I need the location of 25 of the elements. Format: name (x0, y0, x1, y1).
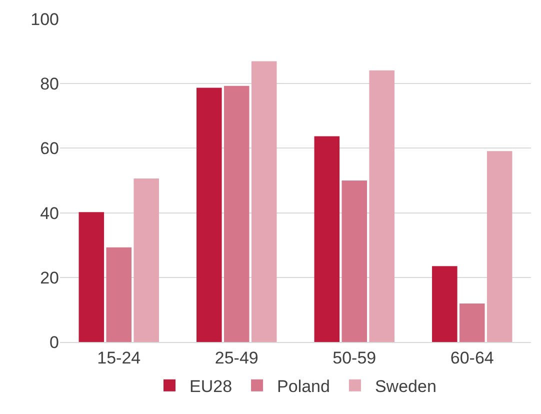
bar (78, 212, 104, 342)
bar (224, 86, 250, 342)
y-tick-label: 20 (40, 268, 59, 288)
y-tick-label: 100 (30, 10, 59, 29)
legend-label: Poland (277, 377, 330, 396)
bar (459, 304, 485, 342)
bar (432, 266, 458, 342)
bar (196, 88, 222, 342)
bar (342, 180, 368, 342)
bar (106, 247, 132, 342)
y-tick-label: 80 (40, 74, 59, 94)
bar (314, 136, 340, 342)
y-tick-label: 0 (50, 332, 59, 352)
bar (486, 151, 512, 342)
x-tick-label: 15-24 (97, 348, 141, 368)
bar (134, 178, 159, 342)
legend-label: EU28 (190, 377, 232, 396)
y-tick-label: 60 (40, 139, 59, 158)
x-tick-label: 25-49 (214, 348, 258, 368)
bar (251, 61, 277, 342)
y-tick-label: 40 (40, 204, 59, 223)
x-tick-label: 60-64 (450, 348, 494, 368)
bar (369, 70, 394, 342)
x-tick-label: 50-59 (332, 348, 376, 368)
legend-label: Sweden (374, 377, 436, 396)
